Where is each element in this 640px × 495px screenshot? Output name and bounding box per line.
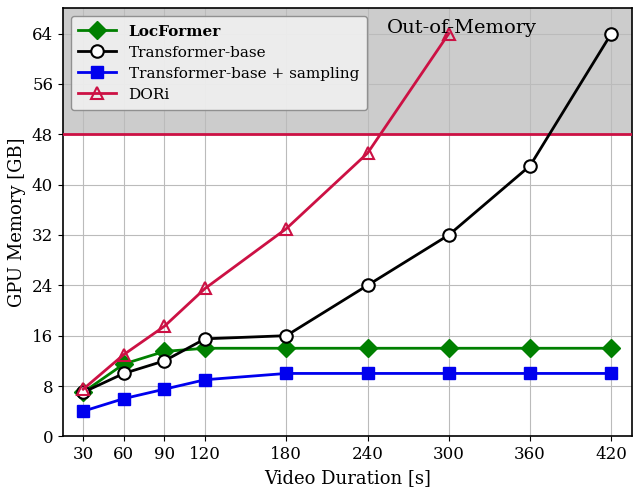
Transformer-base bbox=[526, 163, 534, 169]
LocFormer bbox=[526, 346, 534, 351]
DORi bbox=[282, 226, 290, 232]
Transformer-base + sampling bbox=[607, 370, 615, 376]
Transformer-base bbox=[161, 358, 168, 364]
Line: Transformer-base + sampling: Transformer-base + sampling bbox=[77, 367, 618, 417]
Line: DORi: DORi bbox=[77, 27, 455, 396]
LocFormer bbox=[445, 346, 452, 351]
Transformer-base bbox=[79, 390, 87, 396]
Transformer-base bbox=[282, 333, 290, 339]
Transformer-base bbox=[445, 232, 452, 238]
Transformer-base + sampling bbox=[161, 386, 168, 392]
LocFormer bbox=[79, 390, 87, 396]
LocFormer bbox=[161, 348, 168, 354]
Transformer-base bbox=[201, 336, 209, 342]
Transformer-base bbox=[364, 282, 371, 288]
Transformer-base + sampling bbox=[201, 377, 209, 383]
Transformer-base + sampling bbox=[364, 370, 371, 376]
DORi bbox=[364, 150, 371, 156]
Line: Transformer-base: Transformer-base bbox=[77, 27, 618, 398]
DORi bbox=[79, 386, 87, 392]
Transformer-base + sampling bbox=[445, 370, 452, 376]
Bar bbox=[63, 0, 632, 134]
DORi bbox=[201, 286, 209, 292]
DORi bbox=[445, 31, 452, 37]
Transformer-base + sampling bbox=[526, 370, 534, 376]
Legend: LocFormer, Transformer-base, Transformer-base + sampling, DORi: LocFormer, Transformer-base, Transformer… bbox=[70, 16, 367, 110]
DORi bbox=[161, 323, 168, 329]
Transformer-base bbox=[120, 370, 127, 376]
Transformer-base + sampling bbox=[282, 370, 290, 376]
LocFormer bbox=[120, 361, 127, 367]
Line: LocFormer: LocFormer bbox=[77, 342, 618, 398]
LocFormer bbox=[201, 346, 209, 351]
LocFormer bbox=[282, 346, 290, 351]
Transformer-base bbox=[607, 31, 615, 37]
DORi bbox=[120, 351, 127, 357]
Transformer-base + sampling bbox=[79, 408, 87, 414]
Y-axis label: GPU Memory [GB]: GPU Memory [GB] bbox=[8, 138, 26, 307]
LocFormer bbox=[364, 346, 371, 351]
LocFormer bbox=[607, 346, 615, 351]
X-axis label: Video Duration [s]: Video Duration [s] bbox=[264, 469, 431, 487]
Transformer-base + sampling bbox=[120, 396, 127, 401]
Text: Out-of-Memory: Out-of-Memory bbox=[387, 19, 537, 37]
